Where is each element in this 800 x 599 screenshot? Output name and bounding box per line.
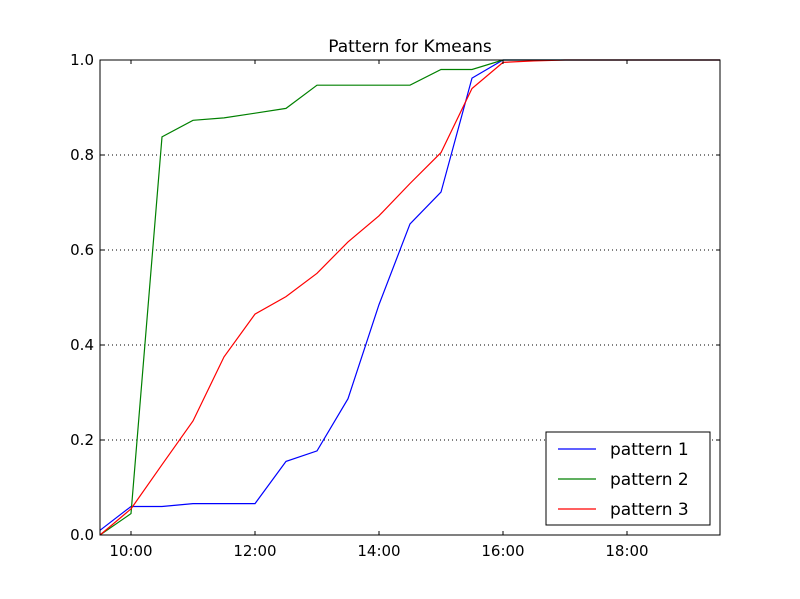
x-tick-label: 18:00 xyxy=(605,542,648,560)
y-tick-label: 1.0 xyxy=(70,51,94,69)
y-tick-label: 0.6 xyxy=(70,241,94,259)
x-tick-label: 14:00 xyxy=(357,542,400,560)
legend-label: pattern 2 xyxy=(610,470,689,490)
y-tick-label: 0.8 xyxy=(70,146,94,164)
axis-ticks: 0.0 0.2 0.4 0.6 0.8 1.0 10:00 12:00 14:00 16:00 18… xyxy=(70,51,720,560)
y-tick-label: 0.2 xyxy=(70,431,94,449)
legend-label: pattern 3 xyxy=(610,500,689,520)
legend-label: pattern 1 xyxy=(610,440,689,460)
chart-title: Pattern for Kmeans xyxy=(328,37,492,57)
x-tick-label: 10:00 xyxy=(109,542,152,560)
y-tick-label: 0.0 xyxy=(70,526,94,544)
x-tick-label: 12:00 xyxy=(233,542,276,560)
y-tick-label: 0.4 xyxy=(70,336,94,354)
plot-frame xyxy=(99,59,721,536)
x-tick-label: 16:00 xyxy=(481,542,524,560)
legend: pattern 1 pattern 2 pattern 3 xyxy=(545,431,711,526)
